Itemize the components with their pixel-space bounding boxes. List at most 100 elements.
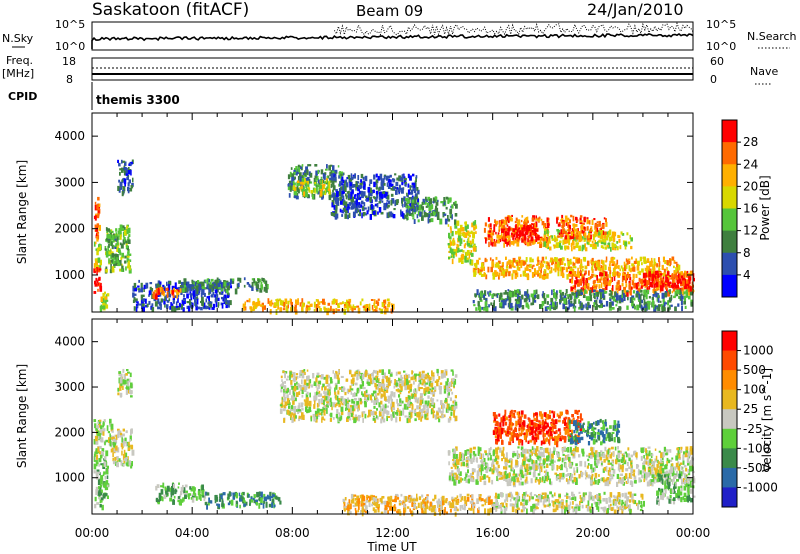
range-cell	[437, 416, 439, 419]
range-cell	[333, 373, 337, 379]
range-cell	[305, 166, 308, 172]
range-cell	[432, 413, 435, 419]
range-cell	[107, 238, 111, 244]
range-cell	[316, 402, 319, 408]
range-cell	[362, 212, 366, 216]
range-cell	[507, 227, 511, 232]
range-cell	[162, 284, 165, 288]
range-cell	[386, 415, 388, 422]
range-cell	[257, 279, 260, 284]
range-cell	[678, 273, 680, 279]
range-cell	[348, 190, 350, 196]
range-cell	[520, 299, 522, 305]
range-cell	[121, 191, 124, 197]
range-cell	[317, 412, 320, 417]
range-cell	[568, 299, 571, 305]
range-cell	[459, 234, 462, 240]
range-cell	[434, 380, 437, 383]
range-cell	[110, 259, 113, 263]
range-cell	[94, 215, 97, 221]
range-cell	[99, 454, 103, 459]
range-cell	[417, 207, 420, 211]
range-cell	[591, 273, 594, 278]
range-cell	[572, 264, 576, 269]
range-cell	[666, 260, 669, 265]
range-cell	[629, 289, 632, 296]
range-cell	[447, 409, 450, 413]
range-cell	[609, 270, 612, 275]
range-cell	[484, 222, 487, 227]
range-cell	[110, 229, 113, 235]
range-cell	[307, 385, 310, 389]
range-cell	[179, 500, 182, 506]
range-cell	[478, 271, 482, 276]
range-cell	[536, 257, 539, 261]
range-cell	[592, 246, 595, 250]
range-cell	[556, 217, 558, 224]
range-cell	[671, 282, 674, 288]
range-cell	[504, 299, 507, 306]
range-cell	[580, 259, 583, 266]
range-cell	[426, 408, 429, 413]
range-cell	[526, 289, 529, 295]
range-cell	[621, 276, 624, 283]
range-cell	[382, 394, 384, 397]
range-cell	[349, 195, 352, 199]
range-cell	[488, 304, 490, 308]
range-cell	[268, 503, 272, 508]
range-cell	[293, 182, 296, 186]
range-cell	[197, 280, 200, 284]
range-cell	[689, 286, 692, 292]
range-cell	[545, 243, 548, 248]
range-cell	[466, 259, 469, 263]
range-cell	[165, 288, 168, 291]
range-cell	[364, 213, 368, 216]
range-cell	[637, 271, 640, 274]
range-cell	[670, 277, 673, 280]
range-cell	[339, 302, 343, 305]
range-cell	[340, 183, 343, 186]
range-cell	[379, 410, 382, 414]
range-cell	[466, 250, 470, 254]
range-cell	[450, 205, 452, 208]
range-cell	[558, 245, 561, 248]
range-cell	[124, 260, 127, 264]
range-cell	[339, 181, 342, 187]
range-cell	[98, 419, 102, 422]
range-cell	[464, 221, 467, 226]
range-cell	[361, 298, 364, 302]
range-cell	[181, 498, 184, 503]
range-cell	[325, 178, 329, 181]
range-cell	[672, 276, 675, 282]
range-cell	[539, 304, 543, 307]
range-cell	[502, 302, 505, 309]
range-cell	[661, 264, 664, 270]
range-cell	[117, 387, 120, 392]
range-cell	[356, 405, 359, 408]
range-cell	[396, 186, 398, 190]
range-cell	[279, 404, 283, 407]
range-cell	[125, 389, 128, 395]
range-cell	[548, 236, 551, 242]
range-cell	[105, 296, 107, 301]
range-cell	[664, 280, 667, 283]
range-cell	[401, 175, 404, 181]
range-cell	[521, 227, 524, 231]
range-cell	[668, 289, 670, 292]
range-cell	[327, 302, 331, 306]
range-cell	[543, 241, 547, 247]
range-cell	[588, 304, 591, 309]
range-cell	[517, 233, 520, 237]
range-cell	[666, 267, 668, 271]
range-cell	[547, 245, 549, 250]
range-cell	[168, 298, 171, 301]
range-cell	[687, 273, 691, 279]
range-cell	[97, 278, 100, 281]
range-cell	[166, 291, 169, 298]
range-cell	[488, 230, 492, 233]
range-cell	[395, 189, 398, 195]
range-cell	[108, 244, 110, 248]
range-cell	[690, 291, 693, 295]
range-cell	[579, 301, 582, 306]
range-cell	[139, 303, 142, 306]
